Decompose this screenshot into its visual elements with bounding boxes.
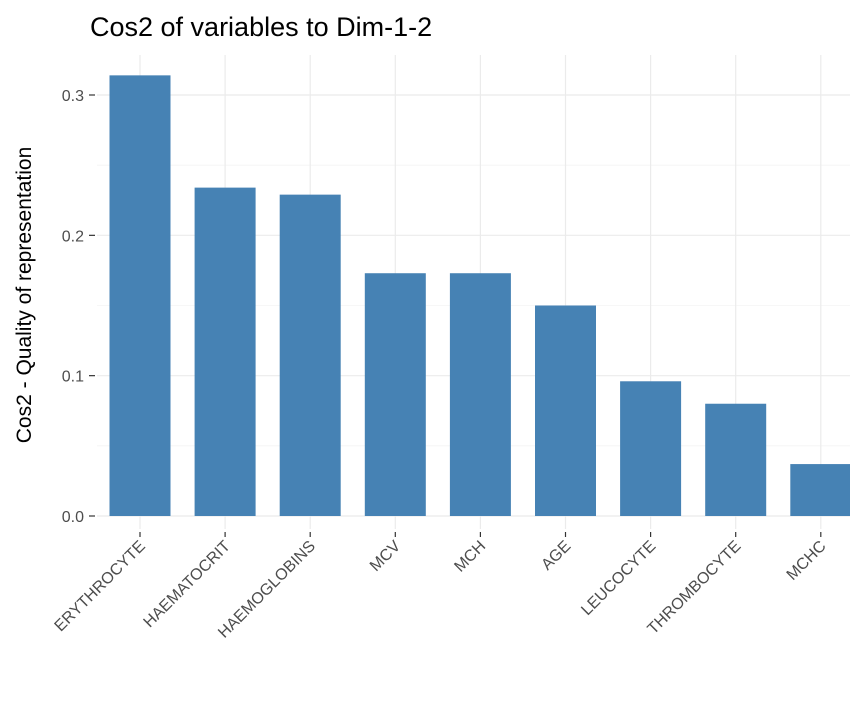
bar [279,194,341,517]
x-tick-label: AGE [538,538,574,574]
y-axis-label: Cos2 - Quality of representation [13,147,36,443]
x-tick-label: MCHC [784,538,830,584]
bar [109,75,171,516]
bars [109,75,850,517]
y-tick-label: 0.3 [62,88,84,105]
chart-title: Cos2 of variables to Dim-1-2 [90,12,432,42]
x-tick-label: ERYTHROCYTE [52,538,149,635]
bar [449,273,511,516]
y-axis: 0.0 0.1 0.2 0.3 [62,88,95,526]
y-tick-label: 0.0 [62,509,84,526]
bar [705,403,767,516]
bar [194,187,256,516]
x-tick-label: LEUCOCYTE [578,538,659,619]
x-tick-label: MCH [451,538,489,576]
bar [535,305,596,516]
x-tick-label: HAEMOGLOBINS [215,538,319,642]
bar [364,273,426,516]
x-tick-label: MCV [367,538,404,575]
y-tick-label: 0.2 [62,228,84,245]
x-tick-label: THROMBOCYTE [645,538,745,638]
y-tick-label: 0.1 [62,369,84,386]
bar [620,381,682,516]
bar [790,464,850,516]
x-tick-label: HAEMATOCRIT [141,538,234,631]
